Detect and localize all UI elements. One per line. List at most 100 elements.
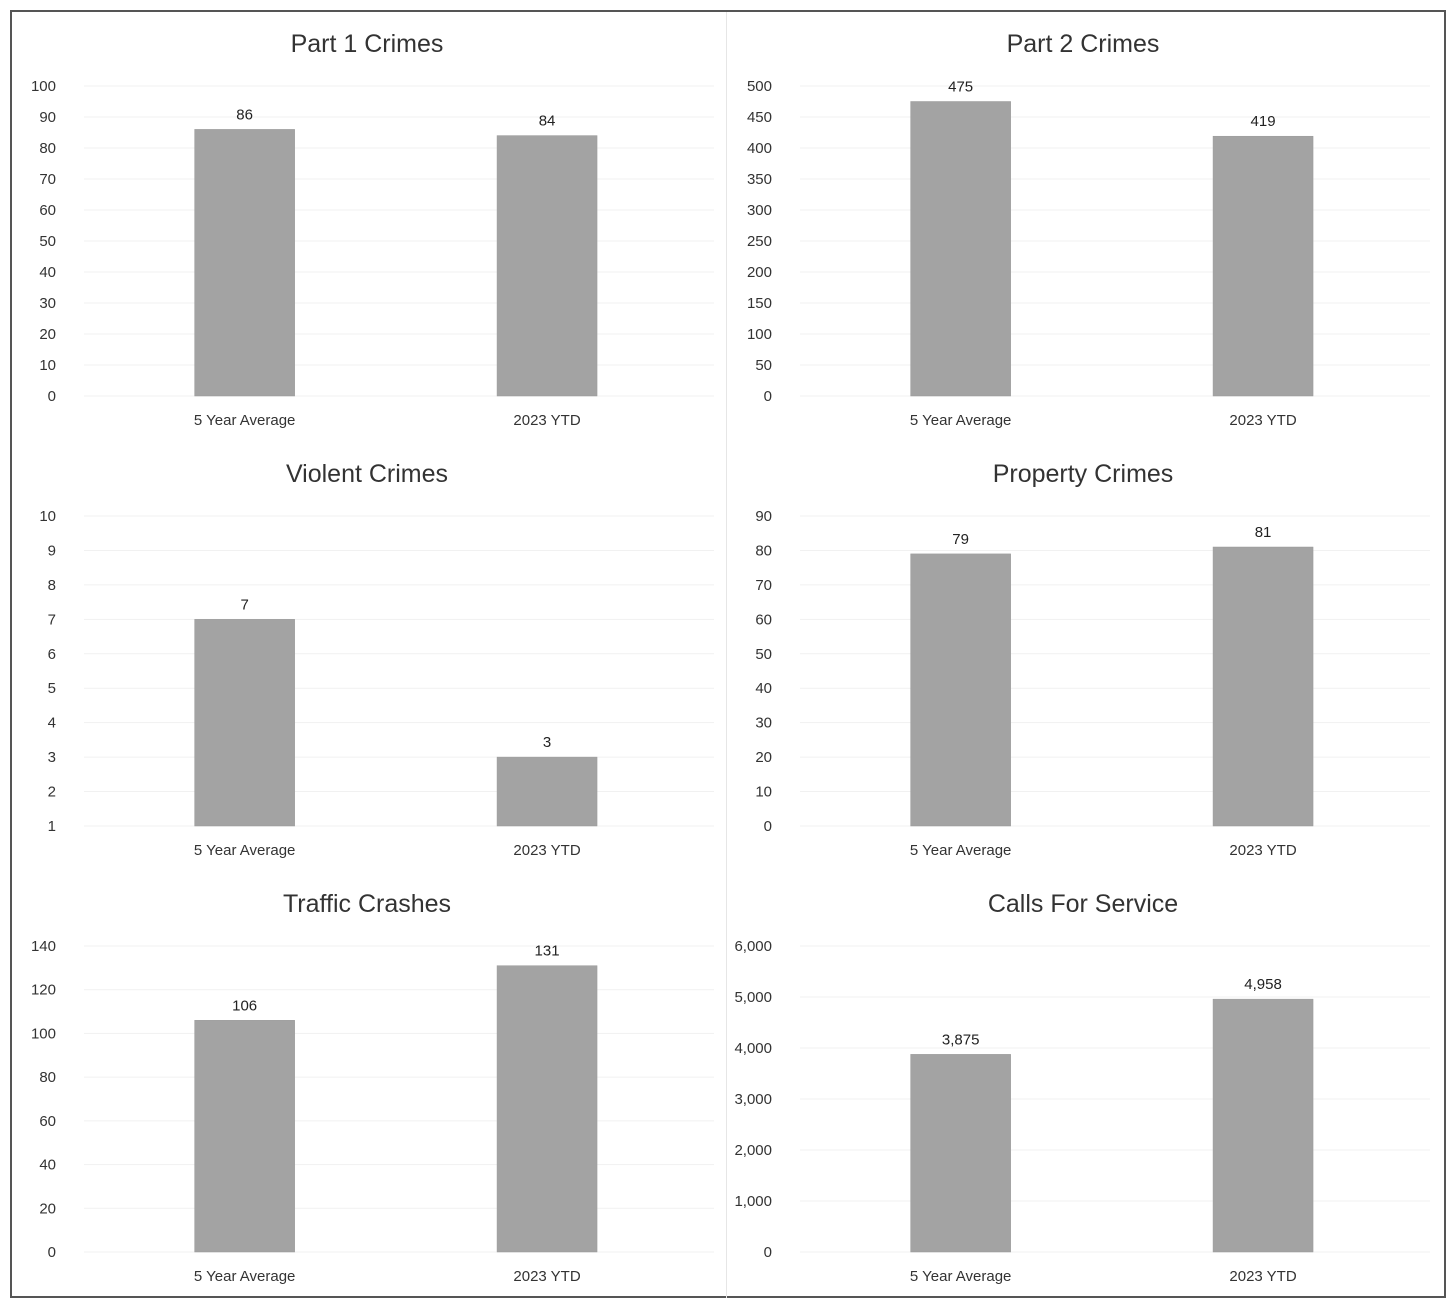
category-label: 2023 YTD <box>1229 1268 1296 1285</box>
y-tick-label: 5,000 <box>734 989 772 1006</box>
y-tick-label: 0 <box>764 818 772 835</box>
category-label: 5 Year Average <box>194 842 295 859</box>
y-tick-label: 50 <box>39 233 56 250</box>
category-label: 2023 YTD <box>513 412 580 429</box>
bar <box>194 619 295 827</box>
bar <box>194 1020 295 1253</box>
y-tick-label: 150 <box>747 295 772 312</box>
y-tick-label: 0 <box>764 1244 772 1261</box>
y-tick-label: 90 <box>755 508 772 525</box>
y-tick-label: 40 <box>39 1157 56 1174</box>
bar <box>910 553 1011 827</box>
chart-panel-2: Part 2 Crimes 0 50 100 150 200 250 300 350 400 450… <box>747 30 1430 429</box>
data-label: 84 <box>539 113 556 130</box>
data-label: 4,958 <box>1244 976 1282 993</box>
y-tick-label: 140 <box>31 938 56 955</box>
y-tick-label: 40 <box>755 680 772 697</box>
data-label: 7 <box>240 596 248 613</box>
y-tick-label: 7 <box>48 611 56 628</box>
y-tick-label: 450 <box>747 109 772 126</box>
y-tick-label: 60 <box>755 611 772 628</box>
chart-panel-4: Property Crimes 0 10 20 30 40 50 60 70 80 90 79 5 Ye… <box>755 460 1430 859</box>
y-tick-label: 0 <box>48 388 56 405</box>
y-tick-label: 6,000 <box>734 938 772 955</box>
y-tick-label: 90 <box>39 109 56 126</box>
y-tick-label: 4,000 <box>734 1040 772 1057</box>
category-label: 2023 YTD <box>513 842 580 859</box>
bar <box>496 756 598 827</box>
y-tick-label: 30 <box>39 295 56 312</box>
chart-panel-1: Part 1 Crimes 0 10 20 30 40 50 60 70 80 90 100 86 5 Y… <box>31 30 714 429</box>
y-tick-label: 250 <box>747 233 772 250</box>
y-tick-label: 20 <box>39 1200 56 1217</box>
y-tick-label: 60 <box>39 202 56 219</box>
data-label: 79 <box>952 531 969 548</box>
y-tick-label: 60 <box>39 1113 56 1130</box>
data-label: 419 <box>1251 113 1276 130</box>
y-tick-label: 100 <box>31 78 56 95</box>
data-label: 3 <box>543 734 551 751</box>
y-tick-label: 20 <box>39 326 56 343</box>
category-label: 2023 YTD <box>513 1268 580 1285</box>
bar <box>194 129 295 397</box>
y-tick-label: 2,000 <box>734 1142 772 1159</box>
data-label: 475 <box>948 79 973 96</box>
report-frame <box>10 10 1446 1298</box>
chart-title: Part 1 Crimes <box>291 30 444 58</box>
y-tick-label: 3 <box>48 749 56 766</box>
y-tick-label: 100 <box>31 1025 56 1042</box>
y-tick-label: 200 <box>747 264 772 281</box>
chart-title: Property Crimes <box>993 460 1174 488</box>
chart-title: Part 2 Crimes <box>1007 30 1160 58</box>
category-label: 2023 YTD <box>1229 842 1296 859</box>
y-tick-label: 0 <box>48 1244 56 1261</box>
y-tick-label: 8 <box>48 577 56 594</box>
bar <box>496 135 598 397</box>
chart-panel-5: Traffic Crashes 0 20 40 60 80 100 120 140 106 5 Ye… <box>31 890 714 1285</box>
bar <box>910 1054 1011 1253</box>
bar <box>910 101 1011 397</box>
y-tick-label: 80 <box>755 542 772 559</box>
chart-title: Traffic Crashes <box>283 890 451 918</box>
y-tick-label: 4 <box>48 715 56 732</box>
y-tick-label: 80 <box>39 140 56 157</box>
y-tick-label: 50 <box>755 357 772 374</box>
panel-divider <box>726 12 727 1298</box>
data-label: 131 <box>535 943 560 960</box>
bar <box>1212 546 1314 827</box>
category-label: 2023 YTD <box>1229 412 1296 429</box>
y-tick-label: 3,000 <box>734 1091 772 1108</box>
y-tick-label: 40 <box>39 264 56 281</box>
y-tick-label: 500 <box>747 78 772 95</box>
category-label: 5 Year Average <box>194 1268 295 1285</box>
y-tick-label: 350 <box>747 171 772 188</box>
chart-title: Calls For Service <box>988 890 1178 918</box>
chart-panel-3: Violent Crimes 1 2 3 4 5 6 7 8 9 10 7 5 Year Average… <box>39 460 714 859</box>
y-tick-label: 20 <box>755 749 772 766</box>
y-tick-label: 1,000 <box>734 1193 772 1210</box>
y-tick-label: 70 <box>39 171 56 188</box>
y-tick-label: 120 <box>31 982 56 999</box>
data-label: 86 <box>236 106 253 123</box>
y-tick-label: 10 <box>39 508 56 525</box>
bar <box>496 965 598 1253</box>
data-label: 106 <box>232 997 257 1014</box>
category-label: 5 Year Average <box>910 842 1011 859</box>
y-tick-label: 30 <box>755 715 772 732</box>
chart-panel-6: Calls For Service 0 1,000 2,000 3,000 4,000 5,… <box>734 890 1430 1285</box>
bar <box>1212 998 1314 1253</box>
y-tick-label: 70 <box>755 577 772 594</box>
y-tick-label: 5 <box>48 680 56 697</box>
y-tick-label: 400 <box>747 140 772 157</box>
y-tick-label: 2 <box>48 784 56 801</box>
y-tick-label: 300 <box>747 202 772 219</box>
y-tick-label: 10 <box>755 784 772 801</box>
category-label: 5 Year Average <box>194 412 295 429</box>
y-tick-label: 80 <box>39 1069 56 1086</box>
y-tick-label: 6 <box>48 646 56 663</box>
y-tick-label: 50 <box>755 646 772 663</box>
category-label: 5 Year Average <box>910 1268 1011 1285</box>
y-tick-label: 10 <box>39 357 56 374</box>
data-label: 3,875 <box>942 1031 980 1048</box>
y-tick-label: 0 <box>764 388 772 405</box>
